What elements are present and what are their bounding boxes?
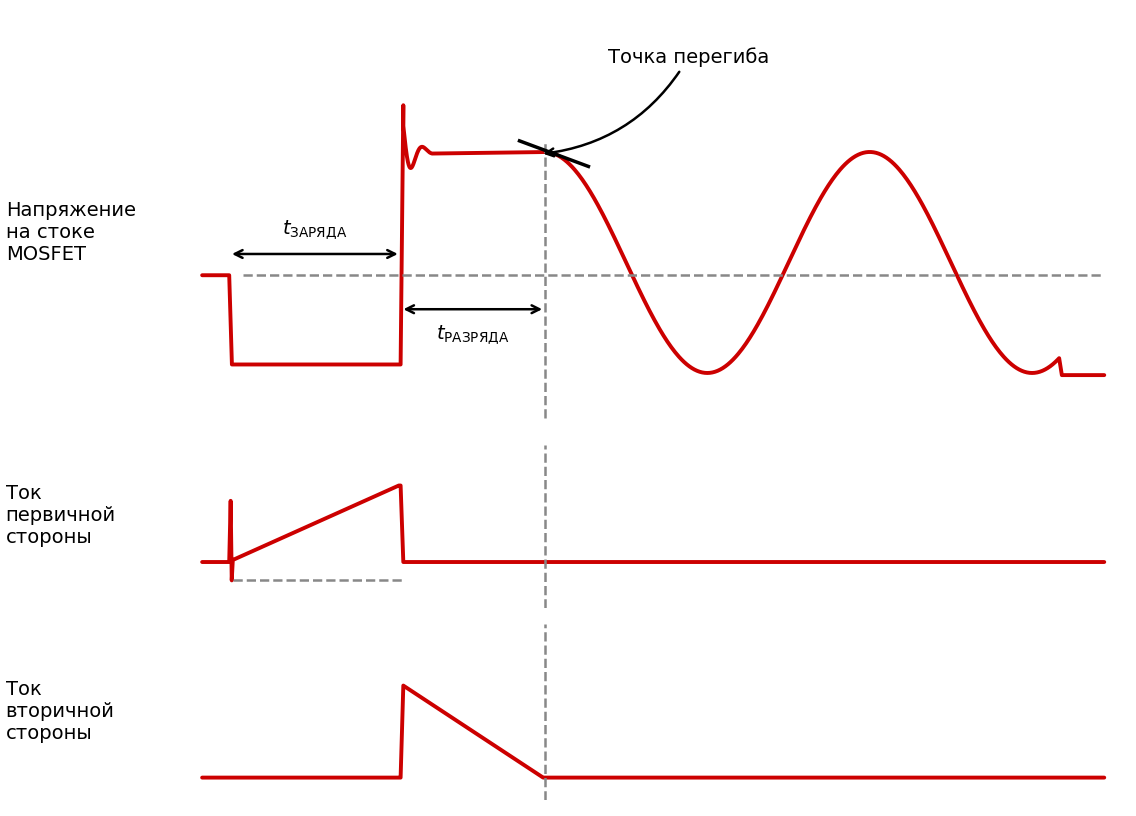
Text: Напряжение
на стоке
MOSFET: Напряжение на стоке MOSFET (6, 201, 135, 264)
Text: $t_{\mathsf{ЗАРЯДА}}$: $t_{\mathsf{ЗАРЯДА}}$ (282, 219, 348, 242)
Text: Ток
первичной
стороны: Ток первичной стороны (6, 484, 116, 548)
Text: Точка перегиба: Точка перегиба (546, 47, 769, 157)
Text: $t_{\mathsf{РАЗРЯДА}}$: $t_{\mathsf{РАЗРЯДА}}$ (436, 324, 510, 347)
Text: Ток
вторичной
стороны: Ток вторичной стороны (6, 680, 115, 743)
